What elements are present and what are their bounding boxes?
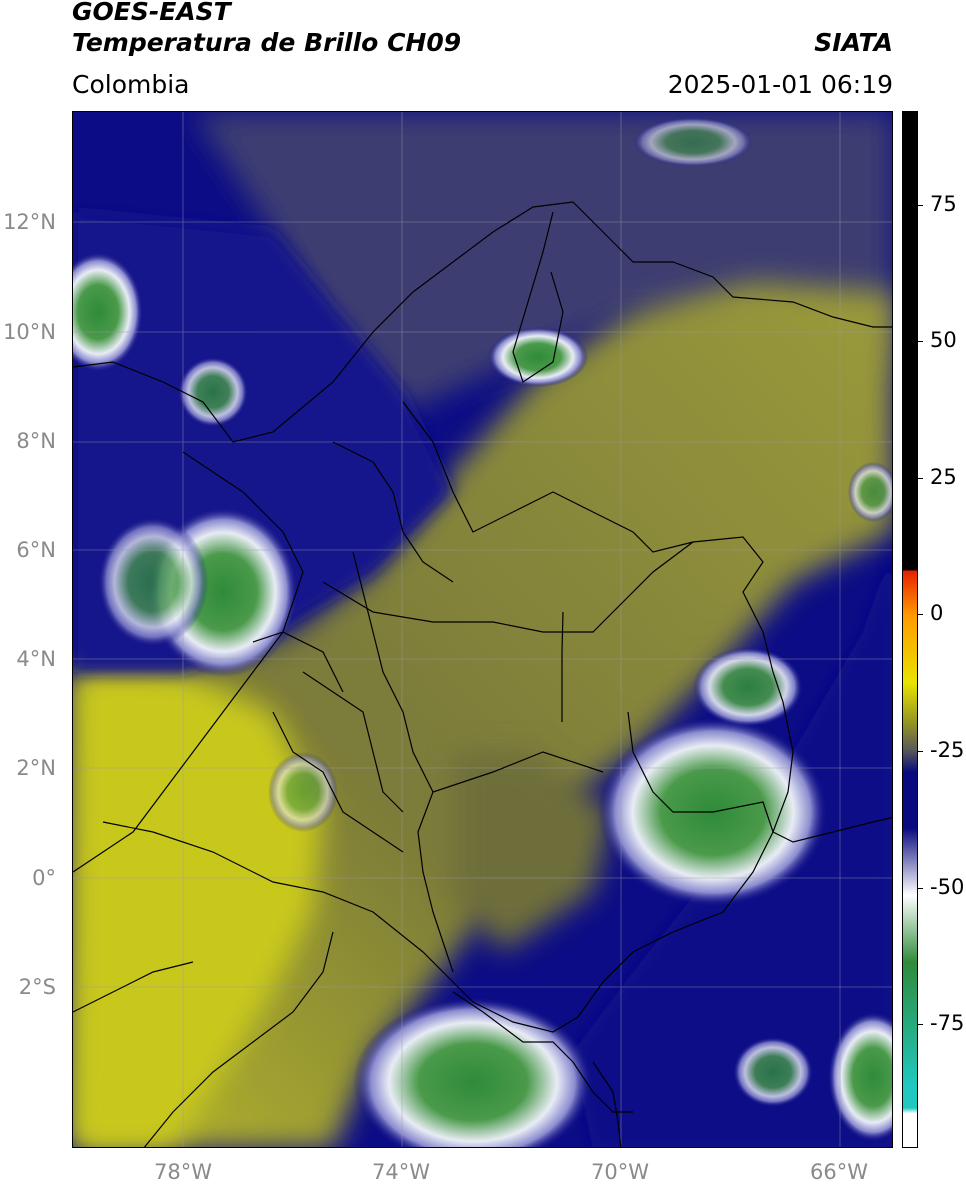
colorbar-tick [917,888,923,889]
lat-label-0: 0° [32,866,56,890]
title-line-1: GOES-EAST [72,0,231,26]
lat-label-2s: 2°S [18,975,56,999]
map-gridlines [73,112,892,1147]
lon-label-66w: 66°W [810,1160,868,1184]
satellite-map[interactable] [72,111,893,1148]
colorbar-tick [917,205,923,206]
lat-label-10n: 10°N [3,320,56,344]
colorbar-label-50: 50 [930,328,957,352]
colorbar-tick [917,341,923,342]
colorbar-label-minus25: -25 [930,738,965,762]
lat-label-12n: 12°N [3,210,56,234]
colorbar-label-minus50: -50 [930,875,965,899]
political-boundaries [73,201,892,1147]
datetime-label: 2025-01-01 06:19 [667,70,893,99]
lon-label-78w: 78°W [154,1160,212,1184]
brightness-temperature-image [73,112,892,1147]
lat-label-6n: 6°N [16,538,56,562]
lat-label-8n: 8°N [16,429,56,453]
lon-label-70w: 70°W [591,1160,649,1184]
colorbar-label-0: 0 [930,601,944,625]
colorbar-tick [917,751,923,752]
region-label: Colombia [72,70,190,99]
organization-label: SIATA [814,28,893,57]
colorbar-tick [917,614,923,615]
colorbar-label-75: 75 [930,192,957,216]
title-line-2: Temperatura de Brillo CH09 [72,28,462,57]
colorbar [902,111,918,1148]
lat-label-4n: 4°N [16,647,56,671]
lon-label-74w: 74°W [372,1160,430,1184]
colorbar-tick [917,1024,923,1025]
lat-label-2n: 2°N [16,756,56,780]
colorbar-label-25: 25 [930,465,957,489]
colorbar-tick [917,478,923,479]
colorbar-label-minus75: -75 [930,1011,965,1035]
